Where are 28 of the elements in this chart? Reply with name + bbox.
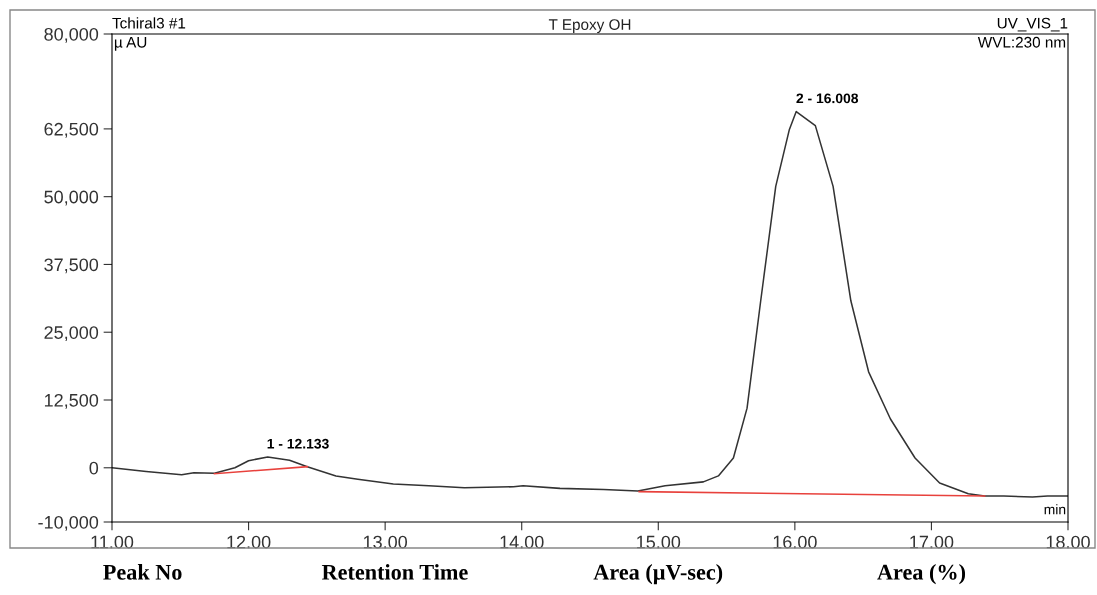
x-tick-label: 15.00 [637,535,681,549]
y-tick-label: 0 [89,461,99,475]
y-tick-label: -10,000 [38,515,99,531]
x-tick-label: 11.00 [91,535,134,549]
text: Retention Time [321,564,468,580]
text: Tchiral3 #1 [112,17,186,29]
x-tick-label: 12.00 [227,535,271,549]
chart-title: T Epoxy OH [548,19,631,33]
text: Area (%) [877,564,966,585]
x-tick-label: 18.00 [1046,535,1090,549]
annotation: 2 - 16.008 [796,93,859,104]
x-tick-label: 17.00 [910,535,954,549]
y-tick-label: 62,500 [44,122,99,138]
y-tick-label: 25,000 [44,326,99,342]
y-axis-title: µ AU [114,37,147,51]
y-tick-label: 80,000 [44,27,99,43]
y-tick-label: 12,500 [44,393,99,409]
x-tick-label: 16.00 [773,535,817,549]
x-tick-label: 14.00 [500,535,544,549]
annotation: 1 - 12.133 [267,438,329,449]
text: UV_VIS_1 [997,17,1068,32]
text: Peak No [103,564,182,580]
y-tick-label: 37,500 [44,258,99,274]
y-tick-label: 50,000 [44,190,99,206]
x-axis-title: min [1044,504,1066,515]
annotation: WVL:230 nm [977,36,1066,48]
x-tick-label: 13.00 [363,535,408,549]
text: Area (µV-sec) [593,564,723,585]
